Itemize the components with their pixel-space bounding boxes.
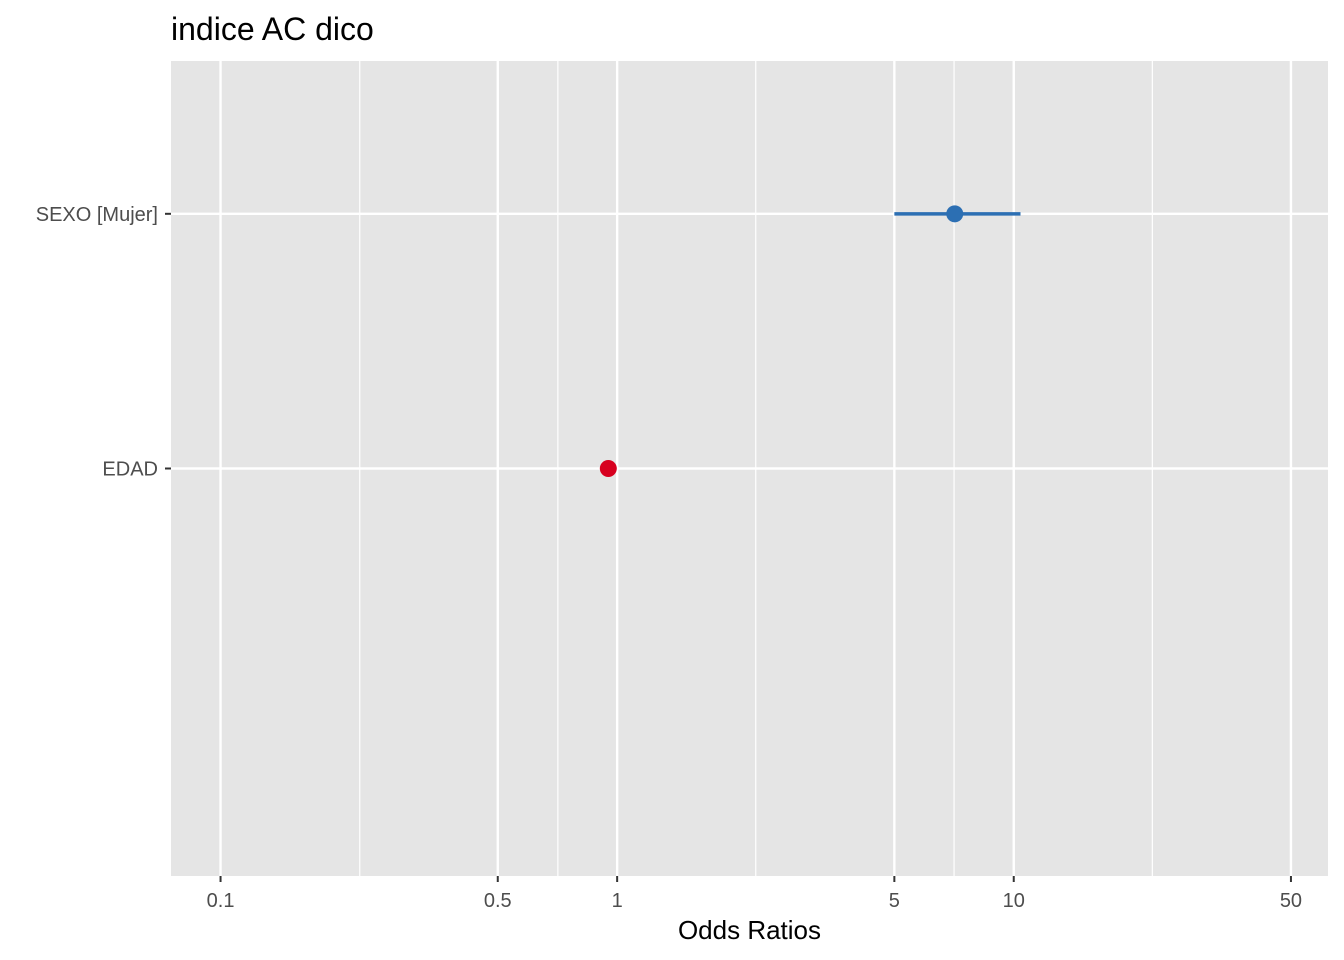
y-tick-label: SEXO [Mujer] (36, 204, 158, 226)
chart-title: indice AC dico (171, 11, 374, 47)
y-tick-label: EDAD (102, 459, 158, 481)
x-tick-label: 10 (1003, 890, 1025, 912)
x-axis-title: Odds Ratios (678, 915, 821, 945)
y-gridlines (171, 212, 1328, 470)
data-marks (599, 205, 1021, 477)
estimate-point (599, 460, 617, 477)
x-tick-label: 0.5 (484, 890, 512, 912)
x-tick-label: 0.1 (207, 890, 235, 912)
x-tick-label: 50 (1280, 890, 1302, 912)
x-tick-label: 1 (612, 890, 623, 912)
x-axis: 0.1 0.5 1 5 10 50 (207, 876, 1302, 912)
y-axis: SEXO [Mujer] EDAD (36, 204, 171, 481)
x-tick-label: 5 (889, 890, 900, 912)
estimate-point (946, 205, 964, 223)
